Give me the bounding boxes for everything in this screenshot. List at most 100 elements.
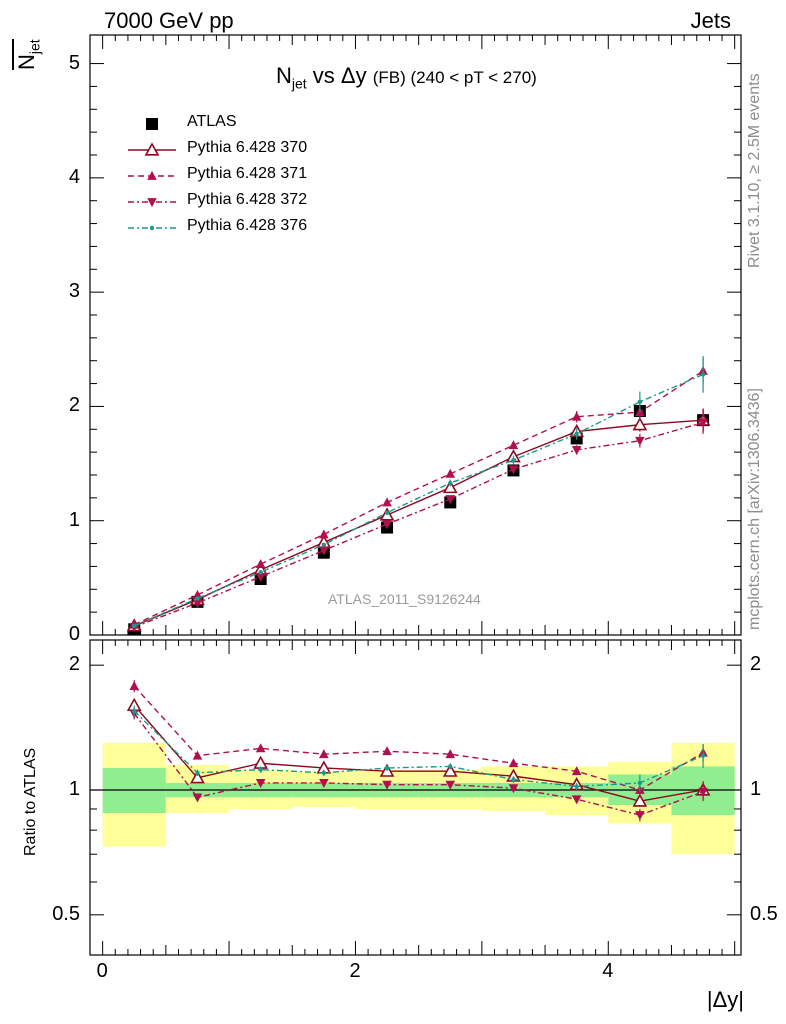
side-mcplots: mcplots.cern.ch [arXiv:1306.3436] <box>746 388 763 630</box>
ratio-uncertainty-bands <box>90 742 741 855</box>
legend-label-pythia-6-428-371: Pythia 6.428 371 <box>187 165 308 182</box>
main-y-tick-label: 0 <box>68 623 80 645</box>
ratio-point-pythia-6-428-376 <box>511 777 516 782</box>
ratio-point-pythia-6-428-376 <box>384 765 390 771</box>
point-pythia-6-428-376 <box>448 480 453 486</box>
legend-label-pythia-6-428-370: Pythia 6.428 370 <box>187 139 308 156</box>
point-pythia-6-428-376 <box>384 510 390 515</box>
point-pythia-6-428-371 <box>192 589 203 599</box>
ratio-point-pythia-6-428-372 <box>635 811 645 821</box>
y-label-main: N <box>14 54 39 70</box>
ratio-point-pythia-6-428-372 <box>445 780 456 790</box>
point-pythia-6-428-376 <box>132 623 137 629</box>
legend-marker-pythia-6-428-370 <box>144 142 160 156</box>
title-range: (240 < pT < 270) <box>405 68 537 87</box>
ratio-y-tick-label-left: 2 <box>68 653 80 676</box>
series-line-pythia-6-428-371 <box>133 370 704 626</box>
series-line-pythia-6-428-372 <box>133 421 704 628</box>
y-label-sub: jet <box>26 39 43 55</box>
ratio-point-pythia-6-428-372 <box>698 787 708 797</box>
ratio-series <box>126 680 711 822</box>
ratio-point-pythia-6-428-372 <box>192 793 203 803</box>
point-pythia-6-428-376 <box>195 596 200 601</box>
legend-marker-atlas <box>146 118 158 130</box>
ratio-y-tick-label-right: 2 <box>750 653 762 676</box>
x-axis-label: |Δy| <box>706 987 744 1012</box>
point-pythia-6-428-376 <box>258 569 263 575</box>
ratio-y-tick-label-right: 0.5 <box>750 902 778 925</box>
ratio-point-pythia-6-428-372 <box>255 779 266 789</box>
point-pythia-6-428-370 <box>632 417 648 431</box>
point-pythia-6-428-372 <box>445 495 456 505</box>
point-pythia-6-428-371 <box>508 440 519 450</box>
point-pythia-6-428-370 <box>442 479 458 494</box>
point-pythia-6-428-372 <box>571 445 582 455</box>
ratio-point-pythia-6-428-376 <box>258 767 263 772</box>
axis-frames <box>89 34 742 956</box>
ratio-point-pythia-6-428-371 <box>255 743 266 753</box>
ratio-point-pythia-6-428-376 <box>132 708 137 714</box>
series-line-pythia-6-428-376 <box>133 373 704 627</box>
point-pythia-6-428-372 <box>192 599 203 609</box>
ratio-y-tick-label-left: 1 <box>68 777 80 800</box>
point-pythia-6-428-371 <box>319 529 329 539</box>
point-pythia-6-428-376 <box>511 457 516 463</box>
y-axis-ratio-label: Ratio to ATLAS <box>22 747 39 856</box>
watermark: ATLAS_2011_S9126244 <box>328 591 481 607</box>
y-axis-main-label: Njet <box>12 39 43 70</box>
point-pythia-6-428-372 <box>635 436 645 446</box>
main-y-tick-label: 1 <box>68 508 80 531</box>
legend-marker-pythia-6-428-372 <box>147 198 157 208</box>
ratio-line-pythia-6-428-370 <box>133 704 704 802</box>
ratio-line-pythia-6-428-371 <box>133 685 704 791</box>
x-tick-label: 4 <box>602 960 614 982</box>
ratio-point-pythia-6-428-372 <box>319 779 329 789</box>
ratio-point-pythia-6-428-376 <box>637 780 643 786</box>
ratio-y-tick-label-right: 1 <box>750 777 762 800</box>
point-pythia-6-428-372 <box>255 572 266 582</box>
point-pythia-6-428-372 <box>698 418 708 428</box>
ratio-point-pythia-6-428-376 <box>195 770 200 776</box>
ratio-point-pythia-6-428-372 <box>571 795 582 805</box>
title-small: (FB) <box>372 68 406 87</box>
ratio-point-pythia-6-428-371 <box>445 749 456 759</box>
point-pythia-6-428-371 <box>255 559 266 569</box>
ratio-point-pythia-6-428-376 <box>448 764 453 769</box>
legend-marker-pythia-6-428-371 <box>147 170 157 180</box>
ratio-point-pythia-6-428-372 <box>382 780 392 790</box>
point-pythia-6-428-372 <box>319 546 329 556</box>
point-pythia-6-428-376 <box>321 542 327 547</box>
main-y-tick-label: 3 <box>68 280 80 303</box>
legend-marker-pythia-6-428-376 <box>149 225 155 231</box>
ratio-point-pythia-6-428-371 <box>319 749 329 759</box>
ratio-point-pythia-6-428-371 <box>192 750 203 760</box>
side-rivet: Rivet 3.1.10, ≥ 2.5M events <box>746 73 763 268</box>
ratio-point-pythia-6-428-372 <box>508 784 519 794</box>
ratio-y-tick-label-left: 0.5 <box>52 902 80 925</box>
legend-label-pythia-6-428-372: Pythia 6.428 372 <box>187 191 308 208</box>
title-rest: vs Δy <box>306 63 373 88</box>
axis-ticks <box>90 35 741 956</box>
ratio-line-pythia-6-428-376 <box>133 710 704 788</box>
main-y-tick-label: 5 <box>68 51 80 74</box>
ratio-point-pythia-6-428-371 <box>571 766 582 776</box>
title-sub: jet <box>291 75 307 92</box>
title-main: N <box>276 63 292 88</box>
ratio-point-pythia-6-428-371 <box>382 746 392 756</box>
ratio-point-pythia-6-428-376 <box>700 753 706 758</box>
ratio-line-pythia-6-428-372 <box>133 712 704 816</box>
main-panel-frame <box>89 34 742 636</box>
x-tick-label: 0 <box>96 960 108 982</box>
ratio-panel-frame <box>89 639 742 956</box>
point-pythia-6-428-376 <box>574 431 579 437</box>
point-pythia-6-428-372 <box>508 465 519 475</box>
main-series <box>126 356 711 636</box>
energy-label: 7000 GeV pp <box>104 8 234 33</box>
legend-label-pythia-6-428-376: Pythia 6.428 376 <box>187 217 308 234</box>
ratio-point-pythia-6-428-376 <box>574 784 579 789</box>
point-pythia-6-428-371 <box>445 468 456 478</box>
plot-title: Njet vs Δy (FB) (240 < pT < 270) <box>276 63 537 91</box>
ratio-point-pythia-6-428-370 <box>442 763 458 777</box>
point-pythia-6-428-371 <box>571 411 582 421</box>
